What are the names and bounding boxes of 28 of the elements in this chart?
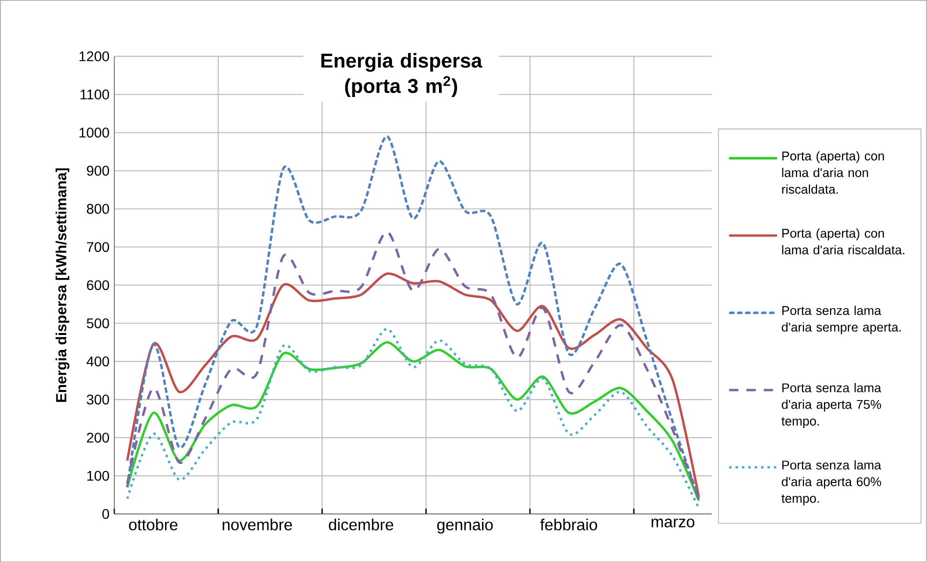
y-tick-label: 600 <box>86 280 110 290</box>
x-tick-label: dicembre <box>328 518 394 530</box>
x-tick-label: novembre <box>222 518 292 530</box>
legend-label: Porta (aperta) con lama d'aria non riscaldata. <box>782 151 884 194</box>
y-tick-label: 400 <box>86 356 110 366</box>
x-tick-label: gennaio <box>437 518 493 534</box>
x-tick-label: marzo <box>652 518 694 528</box>
line-series <box>126 272 700 498</box>
chart-title: Energia dispersa (porta 3 m$^{2}$) <box>321 52 482 97</box>
y-tick-label: 200 <box>86 432 110 442</box>
y-tick-label: 100 <box>87 470 110 481</box>
y-tick-label: 1100 <box>80 89 110 100</box>
y-tick-label: 1200 <box>80 51 110 62</box>
x-tick-label: febbraio <box>540 518 598 530</box>
line-series <box>126 230 700 500</box>
legend-label: Porta senza lama d'aria aperta 75% tempo. <box>782 382 882 428</box>
legend-label: Porta (aperta) con lama d'aria riscaldata. <box>782 228 904 254</box>
legend-label: Porta senza lama d'aria sempre aperta. <box>782 306 901 334</box>
legend-label: Porta senza lama d'aria aperta 60% tempo. <box>782 460 882 506</box>
y-tick-label: 500 <box>86 318 110 328</box>
x-tick-label: ottobre <box>129 518 178 530</box>
y-tick-label: 900 <box>86 166 110 176</box>
y-tick-label: 700 <box>86 242 110 252</box>
y-tick-label: 0 <box>102 508 110 519</box>
y-axis-title: Energia dispersa [kWh/settimana] <box>56 168 70 402</box>
y-tick-label: 1000 <box>80 128 110 138</box>
y-tick-label: 300 <box>86 394 110 404</box>
y-tick-label: 800 <box>86 204 110 214</box>
